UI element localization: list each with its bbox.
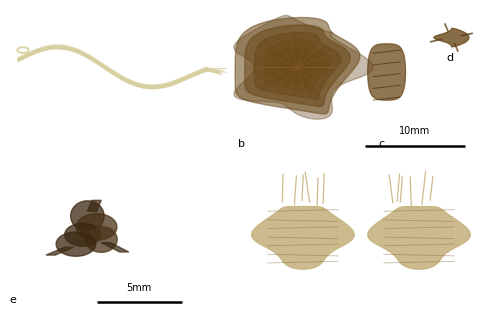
Text: 10mm: 10mm	[400, 126, 430, 136]
Polygon shape	[56, 232, 96, 256]
Polygon shape	[234, 15, 373, 119]
Polygon shape	[235, 18, 360, 114]
Polygon shape	[64, 223, 101, 246]
Polygon shape	[85, 227, 117, 252]
Polygon shape	[101, 243, 129, 252]
Polygon shape	[368, 207, 470, 269]
Polygon shape	[284, 55, 312, 77]
Polygon shape	[76, 213, 117, 240]
Text: 10mm: 10mm	[154, 126, 184, 136]
Polygon shape	[88, 200, 101, 211]
Text: c: c	[378, 139, 384, 149]
Polygon shape	[70, 201, 104, 231]
Polygon shape	[368, 44, 406, 100]
Text: a: a	[9, 139, 16, 149]
Polygon shape	[245, 25, 350, 106]
Polygon shape	[434, 28, 469, 47]
Polygon shape	[274, 47, 322, 84]
Text: f: f	[241, 295, 245, 305]
Text: 5mm: 5mm	[126, 283, 152, 293]
Text: 5mm: 5mm	[408, 283, 433, 293]
Polygon shape	[46, 247, 74, 255]
Polygon shape	[252, 207, 354, 269]
Polygon shape	[264, 40, 331, 92]
Text: d: d	[446, 53, 453, 63]
Polygon shape	[254, 33, 340, 99]
Text: e: e	[9, 295, 16, 305]
Text: b: b	[238, 139, 245, 149]
